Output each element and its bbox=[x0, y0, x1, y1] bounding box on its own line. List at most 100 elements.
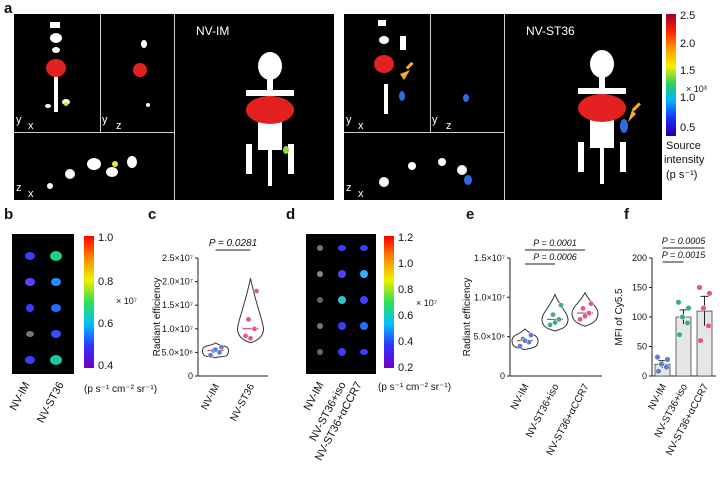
data-point bbox=[697, 337, 704, 344]
panel-d-colorbar bbox=[384, 236, 394, 368]
nv-st36-imaging-svg bbox=[344, 14, 641, 200]
axis-x-label: x bbox=[358, 120, 364, 132]
colorbar-multiplier: × 10⁷ bbox=[116, 296, 138, 306]
series-0-data-point bbox=[522, 337, 528, 344]
panel-d-imaging bbox=[306, 234, 376, 374]
series-1-data-point bbox=[245, 316, 252, 323]
panel-label-b: b bbox=[4, 206, 14, 223]
series-0-data-point bbox=[528, 332, 534, 338]
series-2-data-point bbox=[582, 313, 588, 320]
panel-label-e: e bbox=[466, 206, 475, 223]
p-value-label: P = 0.0005 bbox=[662, 236, 706, 246]
axis-z-label: z bbox=[446, 120, 452, 132]
source-intensity-colorbar bbox=[666, 14, 676, 136]
series-2-data-point bbox=[586, 310, 592, 316]
y-tick-label: 1.0×10⁷ bbox=[474, 292, 505, 302]
nv-st36-group-label: NV-ST36 bbox=[526, 24, 575, 38]
group-label-nv-st36: NV-ST36 bbox=[35, 380, 67, 426]
data-point bbox=[654, 354, 661, 361]
axis-z-label: z bbox=[346, 182, 352, 194]
colorbar-tick: 0.8 bbox=[398, 284, 414, 296]
y-tick-label: 0 bbox=[642, 371, 647, 381]
series-0-data-point bbox=[207, 352, 214, 359]
colorbar-tick: 0.6 bbox=[398, 310, 414, 322]
nv-im-imaging-composite: NV-IM y x y z z x bbox=[14, 14, 334, 200]
series-0-data-point bbox=[212, 346, 219, 353]
panel-label-a: a bbox=[4, 0, 13, 17]
p-value-label: P = 0.0015 bbox=[662, 250, 706, 260]
axis-y-label: y bbox=[346, 114, 352, 126]
panel-b-colorbar bbox=[84, 236, 94, 368]
y-axis-label: Radiant efficiency bbox=[152, 278, 163, 357]
colorbar-unit: (p s⁻¹ cm⁻² sr⁻¹) bbox=[378, 382, 452, 393]
axis-z-label: z bbox=[16, 182, 22, 194]
series-2-data-point bbox=[588, 300, 594, 307]
data-point bbox=[706, 290, 713, 297]
y-tick-label: 150 bbox=[632, 283, 647, 293]
series-2-data-point bbox=[577, 316, 583, 323]
colorbar-tick: 0.4 bbox=[98, 360, 114, 372]
series-1-violin bbox=[236, 278, 265, 344]
colorbar-tick: 1.0 bbox=[98, 232, 114, 244]
colorbar-multiplier: × 10⁷ bbox=[416, 298, 438, 308]
axis-y-label: y bbox=[102, 114, 108, 126]
bar bbox=[675, 316, 692, 377]
y-tick-label: 1.5×10⁷ bbox=[162, 300, 193, 310]
series-1-data-point bbox=[251, 325, 258, 332]
colorbar-tick: 1.5 bbox=[680, 65, 696, 77]
y-tick-label: 5.0×10⁶ bbox=[162, 347, 194, 357]
panel-b-spots-svg bbox=[25, 251, 62, 365]
series-1-data-point bbox=[558, 302, 564, 309]
axis-z-label: z bbox=[116, 120, 122, 132]
series-2-data-point bbox=[580, 305, 586, 312]
data-point bbox=[663, 364, 670, 371]
y-tick-label: 100 bbox=[632, 312, 647, 322]
panel-label-d: d bbox=[286, 206, 296, 223]
axis-x-label: x bbox=[28, 120, 34, 132]
data-point bbox=[679, 313, 686, 321]
series-1-data-point bbox=[242, 333, 249, 339]
colorbar-tick: 0.2 bbox=[398, 362, 414, 374]
y-tick-label: 50 bbox=[637, 342, 647, 352]
colorbar-tick: 0.8 bbox=[98, 276, 114, 288]
colorbar-tick: 2.5 bbox=[680, 10, 696, 22]
nv-st36-imaging-composite: NV-ST36 y x y z z x bbox=[344, 14, 662, 200]
data-point bbox=[655, 368, 662, 375]
series-0-violin bbox=[511, 328, 539, 351]
y-tick-label: 2.0×10⁷ bbox=[162, 277, 193, 287]
colorbar-tick: 0.6 bbox=[98, 318, 114, 330]
category-label: NV-IM bbox=[646, 382, 669, 412]
data-point bbox=[705, 322, 712, 329]
group-label-nv-im: NV-IM bbox=[7, 380, 33, 413]
series-1-data-point bbox=[253, 288, 260, 294]
y-axis-label: Radiant efficiency bbox=[462, 278, 473, 357]
y-tick-label: 2.5×10⁷ bbox=[162, 253, 193, 263]
nv-im-imaging-svg bbox=[14, 14, 294, 200]
series-1-data-point bbox=[247, 335, 254, 342]
series-1-data-point bbox=[552, 319, 558, 326]
panel-c-chart: 0 5.0×10⁶ 1.0×10⁷ 1.5×10⁷ 2.0×10⁷ 2.5×10⁷ Radi… bbox=[152, 238, 268, 423]
y-axis-label: MFI of Cy5.5 bbox=[614, 288, 625, 346]
data-point bbox=[700, 305, 707, 312]
nv-im-group-label: NV-IM bbox=[196, 24, 230, 38]
y-tick-label: 0 bbox=[500, 371, 505, 381]
series-0-data-point bbox=[216, 349, 223, 356]
p-value-label: P = 0.0006 bbox=[533, 252, 576, 262]
panel-label-c: c bbox=[148, 206, 157, 223]
data-point bbox=[658, 361, 665, 368]
data-point bbox=[684, 319, 691, 326]
colorbar-unit: (p s⁻¹ cm⁻² sr⁻¹) bbox=[84, 384, 158, 395]
colorbar-tick: 0.4 bbox=[398, 336, 414, 348]
series-2-violin bbox=[571, 291, 599, 327]
series-1-data-point bbox=[547, 322, 553, 328]
colorbar-tick: 1.0 bbox=[398, 258, 414, 270]
colorbar-multiplier: × 10³ bbox=[686, 84, 707, 94]
colorbar-tick: 1.2 bbox=[398, 232, 414, 244]
data-point bbox=[676, 331, 683, 338]
axis-x-label: x bbox=[358, 188, 364, 200]
series-0-data-point bbox=[517, 343, 523, 349]
colorbar-title-intensity: intensity bbox=[664, 154, 705, 166]
series-1-violin bbox=[541, 293, 569, 332]
colorbar-tick: 2.0 bbox=[680, 38, 696, 50]
